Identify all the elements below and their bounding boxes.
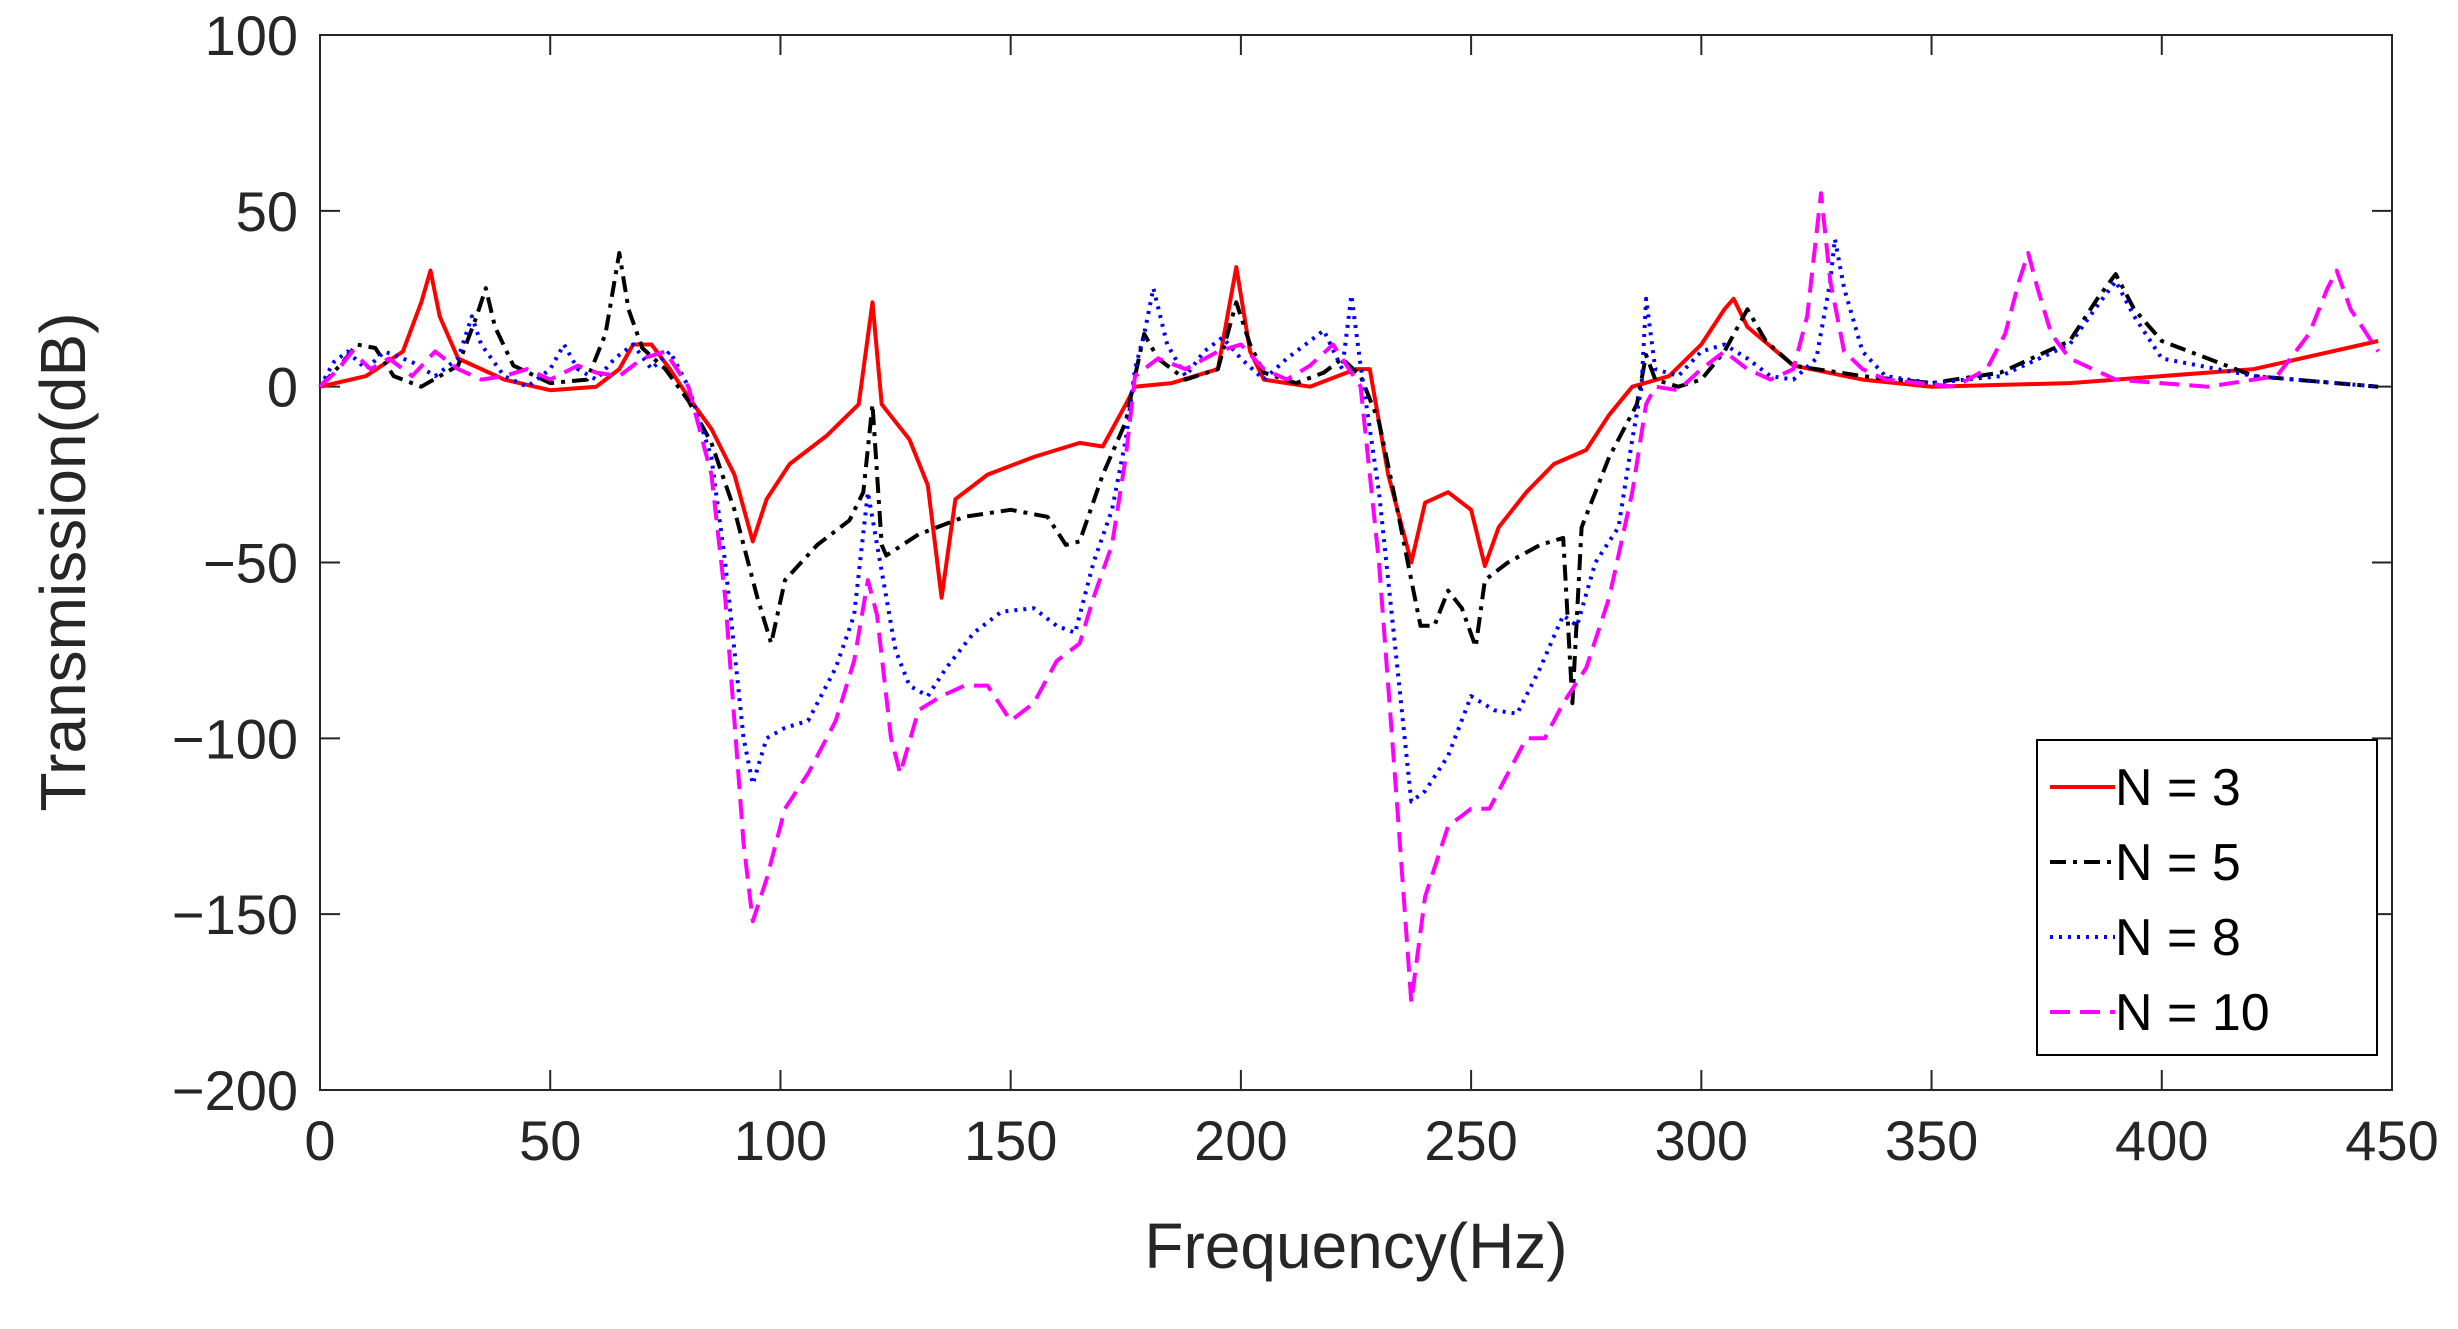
x-tick-label: 100 [734,1109,827,1172]
x-axis-title: Frequency(Hz) [1144,1210,1567,1282]
series-line-4 [318,191,2380,1005]
y-tick-label: −150 [172,883,298,946]
x-tick-label: 400 [2115,1109,2208,1172]
x-tick-label: 200 [1194,1109,1287,1172]
x-axis-ticks: 0 50 100 150 200 250 300 350 400 450 [304,35,2439,1172]
y-tick-label: −200 [172,1059,298,1122]
legend-box [2036,739,2378,1056]
y-axis-ticks: 100 50 0 −50 −100 −150 −200 [172,4,2392,1122]
series-lines [318,191,2380,1005]
x-tick-label: 0 [304,1109,335,1172]
y-tick-label: 100 [205,4,298,67]
y-tick-label: −100 [172,707,298,770]
y-axis-title: Transmission(dB) [27,312,99,811]
series-line-2 [318,251,2379,706]
x-tick-label: 250 [1424,1109,1517,1172]
x-tick-label: 50 [519,1109,581,1172]
x-tick-label: 300 [1655,1109,1748,1172]
legend-label-4: N = 10 [2115,984,2270,1042]
x-tick-label: 350 [1885,1109,1978,1172]
legend-label-3: N = 8 [2115,909,2241,967]
y-tick-label: −50 [203,532,298,595]
x-tick-label: 450 [2345,1109,2438,1172]
legend-label-1: N = 3 [2115,759,2241,817]
legend: N = 3 N = 5 N = 8 N = 10 [2036,739,2378,1056]
series-line-1 [319,265,2379,600]
x-tick-label: 150 [964,1109,1057,1172]
legend-label-2: N = 5 [2115,834,2241,892]
y-tick-label: 50 [236,180,298,243]
y-tick-label: 0 [267,356,298,419]
